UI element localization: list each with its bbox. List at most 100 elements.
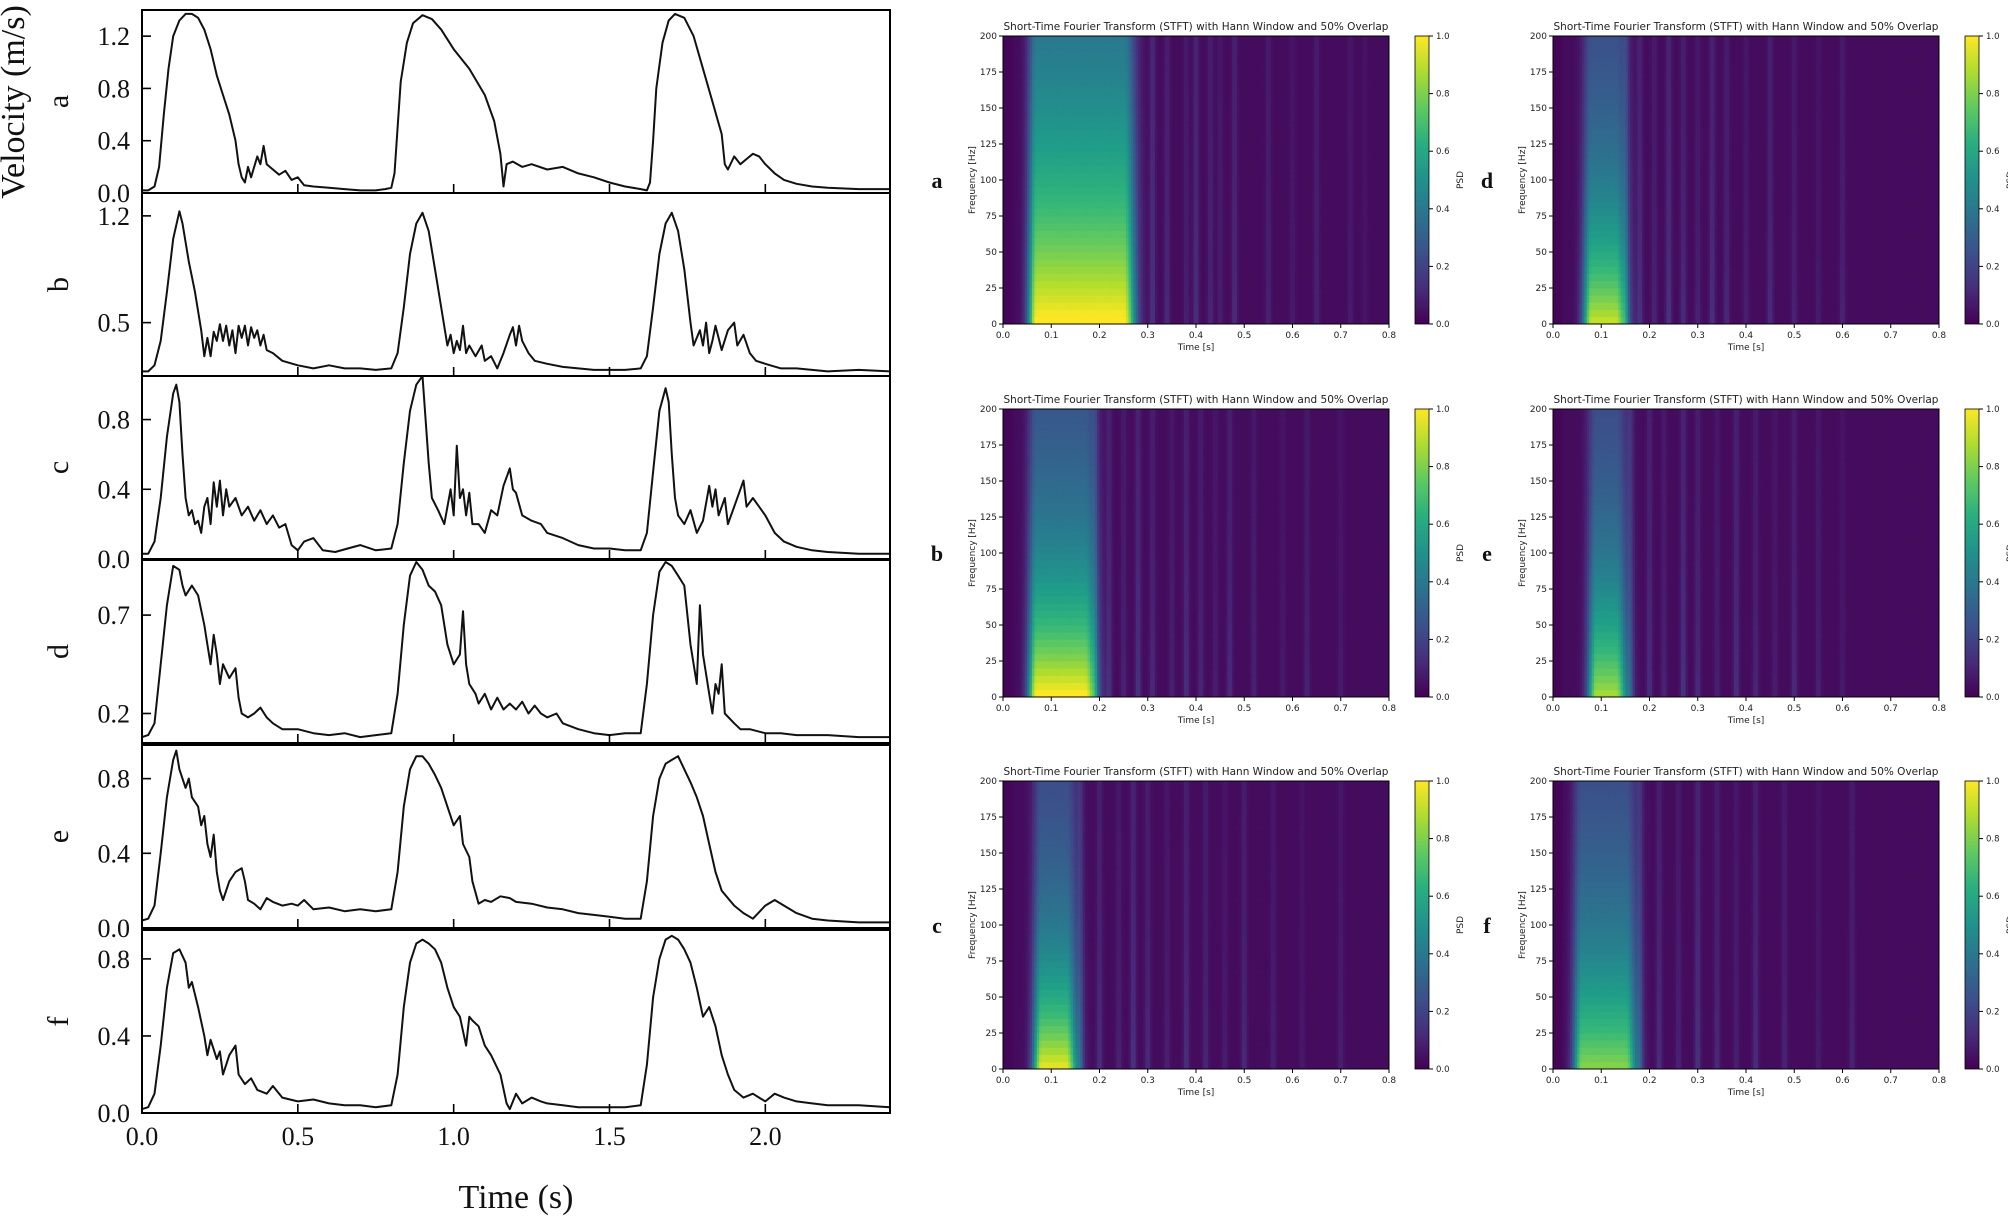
spectrogram-cell bbox=[1167, 79, 1170, 87]
spectrogram-cell bbox=[1015, 180, 1018, 188]
spectrogram-cell bbox=[1227, 202, 1230, 210]
spectrogram-cell bbox=[1119, 122, 1122, 130]
spectrogram-cell bbox=[1046, 158, 1049, 166]
spectrogram-cell bbox=[1259, 36, 1262, 44]
spectrogram-cell bbox=[1054, 266, 1057, 274]
spectrogram-cell bbox=[1295, 230, 1298, 238]
spectrogram-cell bbox=[1278, 58, 1281, 66]
spectrogram-cell bbox=[1136, 238, 1139, 246]
spectrogram-cell bbox=[1251, 281, 1254, 289]
spectrogram-cell bbox=[1162, 259, 1165, 267]
spectrogram-cell bbox=[1013, 302, 1016, 310]
spectrogram-cell bbox=[1075, 36, 1078, 44]
spectrogram-cell bbox=[1247, 43, 1250, 51]
spectrogram-cell bbox=[1153, 187, 1156, 195]
spectrogram-cell bbox=[1220, 115, 1223, 123]
spectrogram-cell bbox=[1148, 130, 1151, 138]
spectrogram-cell bbox=[1102, 101, 1105, 109]
spectrogram-cell bbox=[1148, 288, 1151, 296]
spectrogram-cell bbox=[1242, 274, 1245, 282]
spectrogram-cell bbox=[1179, 216, 1182, 224]
spectrogram-cell bbox=[1280, 94, 1283, 102]
spectrogram-cell bbox=[1136, 36, 1139, 44]
spectrogram-cell bbox=[1141, 158, 1144, 166]
spectrogram-cell bbox=[1037, 238, 1040, 246]
spectrogram-cell bbox=[1015, 151, 1018, 159]
spectrogram-cell bbox=[1080, 115, 1083, 123]
spectrogram-cell bbox=[1073, 122, 1076, 130]
spectrogram-cell bbox=[1293, 79, 1296, 87]
spectrogram-cell bbox=[1251, 288, 1254, 296]
spectrogram-cell bbox=[1206, 180, 1209, 188]
spectrogram-cell bbox=[1165, 144, 1168, 152]
spectrogram-cell bbox=[1136, 43, 1139, 51]
spectrogram-cell bbox=[1078, 274, 1081, 282]
spectrogram-cell bbox=[1092, 245, 1095, 253]
spectrogram-cell bbox=[1063, 115, 1066, 123]
spectrogram-cell bbox=[1136, 209, 1139, 217]
spectrogram-cell bbox=[1172, 137, 1175, 145]
spectrogram-cell bbox=[1196, 223, 1199, 231]
spectrogram-cell bbox=[1044, 230, 1047, 238]
spectrogram-cell bbox=[1104, 302, 1107, 310]
spectrogram-cell bbox=[1131, 223, 1134, 231]
spectrogram-cell bbox=[1107, 36, 1110, 44]
spectrogram-cell bbox=[1068, 130, 1071, 138]
spectrogram-cell bbox=[1145, 194, 1148, 202]
spectrogram-cell bbox=[1061, 43, 1064, 51]
spectrogram-cell bbox=[1100, 130, 1103, 138]
spectrogram-cell bbox=[1100, 187, 1103, 195]
spectrogram-cell bbox=[1227, 223, 1230, 231]
spectrogram-cell bbox=[1242, 223, 1245, 231]
spectrogram-cell bbox=[1102, 144, 1105, 152]
spectrogram-cell bbox=[1032, 302, 1035, 310]
spectrogram-cell bbox=[1266, 36, 1269, 44]
spectrogram-cell bbox=[1121, 108, 1124, 116]
spectrogram-cell bbox=[1249, 266, 1252, 274]
spectrogram-cell bbox=[1056, 158, 1059, 166]
spectrogram-cell bbox=[1220, 259, 1223, 267]
spectrogram-cell bbox=[1160, 194, 1163, 202]
panel-label-e: e bbox=[42, 830, 75, 843]
spectrogram-cell bbox=[1005, 317, 1008, 325]
spectrogram-cell bbox=[1268, 194, 1271, 202]
spectrogram-cell bbox=[1058, 274, 1061, 282]
spectrogram-cell bbox=[1066, 288, 1069, 296]
spectrogram-cell bbox=[1210, 288, 1213, 296]
spectrogram-cell bbox=[1198, 173, 1201, 181]
spectrogram-cell bbox=[1239, 36, 1242, 44]
spectrogram-cell bbox=[1097, 194, 1100, 202]
spectrogram-cell bbox=[1155, 238, 1158, 246]
spectrogram-cell bbox=[1162, 86, 1165, 94]
spectrogram-cell bbox=[1162, 202, 1165, 210]
spectrogram-cell bbox=[1102, 202, 1105, 210]
spectrogram-cell bbox=[1015, 259, 1018, 267]
spectrogram-cell bbox=[1032, 72, 1035, 80]
spectrogram-cell bbox=[1102, 295, 1105, 303]
spectrogram-cell bbox=[1037, 259, 1040, 267]
spectrogram-cell bbox=[1174, 50, 1177, 58]
spectrogram-cell bbox=[1066, 79, 1069, 87]
spectrogram-cell bbox=[1124, 94, 1127, 102]
spectrogram-cell bbox=[1227, 79, 1230, 87]
spectrogram-cell bbox=[1244, 108, 1247, 116]
spectrogram-cell bbox=[1145, 36, 1148, 44]
spectrogram-cell bbox=[1025, 101, 1028, 109]
spectrogram-cell bbox=[1268, 65, 1271, 73]
spectrogram-cell bbox=[1136, 259, 1139, 267]
spectrogram-cell bbox=[1112, 36, 1115, 44]
spectrogram-cell bbox=[1102, 158, 1105, 166]
spectrogram-cell bbox=[1174, 79, 1177, 87]
spectrogram-cell bbox=[1030, 137, 1033, 145]
spectrogram-cell bbox=[1189, 288, 1192, 296]
spectrogram-cell bbox=[1198, 281, 1201, 289]
spectrogram-cell bbox=[1095, 281, 1098, 289]
spectrogram-cell bbox=[1116, 115, 1119, 123]
spectrogram-cell bbox=[1034, 43, 1037, 51]
spectrogram-cell bbox=[1182, 115, 1185, 123]
spectrogram-cell bbox=[1182, 58, 1185, 66]
spectrogram-cell bbox=[1297, 216, 1300, 224]
spectrogram-cell bbox=[1107, 266, 1110, 274]
spectrogram-cell bbox=[1126, 317, 1129, 325]
spectrogram-cell bbox=[1174, 259, 1177, 267]
